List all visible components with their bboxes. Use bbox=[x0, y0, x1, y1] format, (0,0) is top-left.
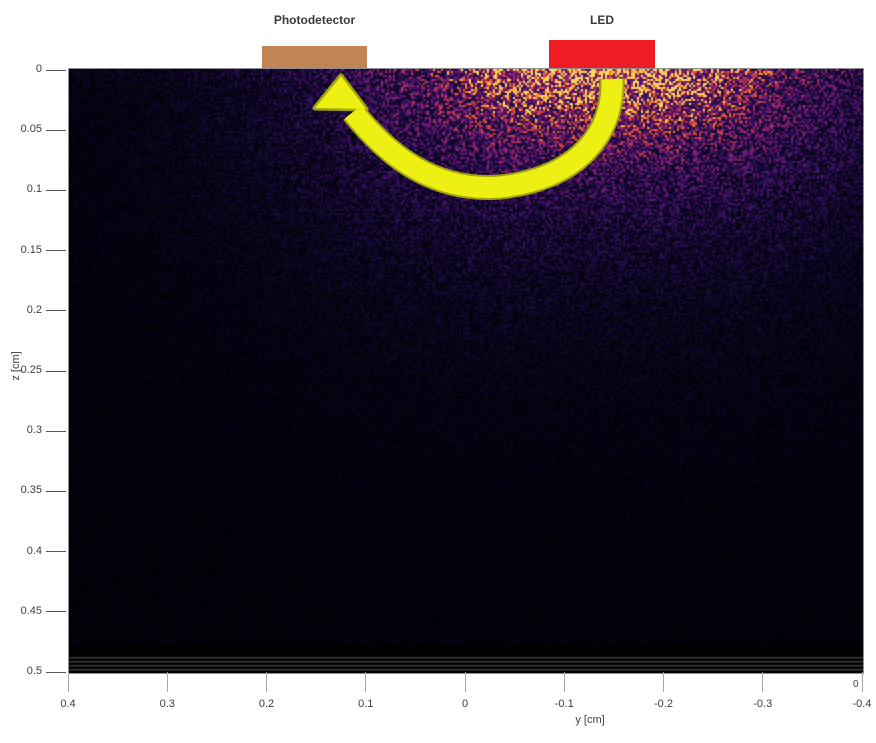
z-tick-label: 0.5 bbox=[26, 665, 42, 677]
z-tick-mark bbox=[46, 551, 66, 553]
photodetector-rect bbox=[262, 46, 367, 68]
y-tick-label: -0.3 bbox=[753, 698, 773, 710]
y-tick-label: 0.1 bbox=[358, 698, 374, 710]
z-tick-label: 0.15 bbox=[20, 243, 42, 256]
y-tick-label: 0 bbox=[461, 698, 469, 710]
y-tick-label: -0.2 bbox=[654, 698, 673, 710]
y-tick-mark bbox=[861, 672, 863, 692]
z-tick-label: 0.35 bbox=[20, 484, 42, 497]
z-tick-label: 0.25 bbox=[20, 364, 42, 376]
y-tick-mark bbox=[67, 672, 69, 692]
z-tick-mark bbox=[46, 611, 66, 613]
z-tick-mark bbox=[46, 430, 66, 432]
y-tick-label: 0.2 bbox=[258, 698, 275, 710]
y-tick-mark bbox=[563, 672, 565, 692]
z-tick-mark bbox=[46, 250, 66, 252]
plot-area bbox=[68, 68, 864, 674]
led-rect bbox=[549, 40, 655, 68]
y-tick-mark bbox=[663, 672, 664, 692]
y-tick-label: -0.1 bbox=[554, 698, 574, 710]
y-axis-label: y [cm] bbox=[575, 714, 605, 726]
z-tick-label: 0 bbox=[35, 63, 42, 75]
z-tick-mark bbox=[46, 129, 66, 131]
z-tick-label: 0.1 bbox=[26, 183, 42, 196]
z-tick-label: 0.05 bbox=[20, 123, 42, 136]
z-tick-label: 0.3 bbox=[26, 424, 42, 437]
y-tick-mark bbox=[365, 672, 367, 692]
y-tick-mark bbox=[166, 672, 168, 692]
z-tick-label: 0.45 bbox=[20, 604, 42, 617]
y-tick-label: -0.4 bbox=[852, 698, 872, 710]
z-tick-label: 0.2 bbox=[26, 303, 42, 316]
corner-tick-label: 0 bbox=[853, 679, 859, 690]
z-tick-mark bbox=[46, 189, 66, 191]
y-tick-label: 0.4 bbox=[60, 698, 76, 710]
y-tick-label: 0.3 bbox=[159, 698, 175, 710]
z-tick-mark bbox=[46, 370, 66, 372]
photodetector-label: Photodetector bbox=[273, 13, 356, 27]
z-tick-label: 0.4 bbox=[26, 544, 42, 557]
y-tick-mark bbox=[762, 672, 764, 692]
y-tick-mark bbox=[464, 672, 466, 692]
z-tick-mark bbox=[46, 490, 66, 492]
z-tick-mark bbox=[46, 69, 66, 71]
y-tick-mark bbox=[266, 672, 267, 692]
z-tick-mark bbox=[46, 671, 66, 673]
z-tick-mark bbox=[46, 310, 66, 312]
fluence-heatmap-canvas bbox=[69, 69, 863, 673]
led-label: LED bbox=[590, 13, 614, 27]
